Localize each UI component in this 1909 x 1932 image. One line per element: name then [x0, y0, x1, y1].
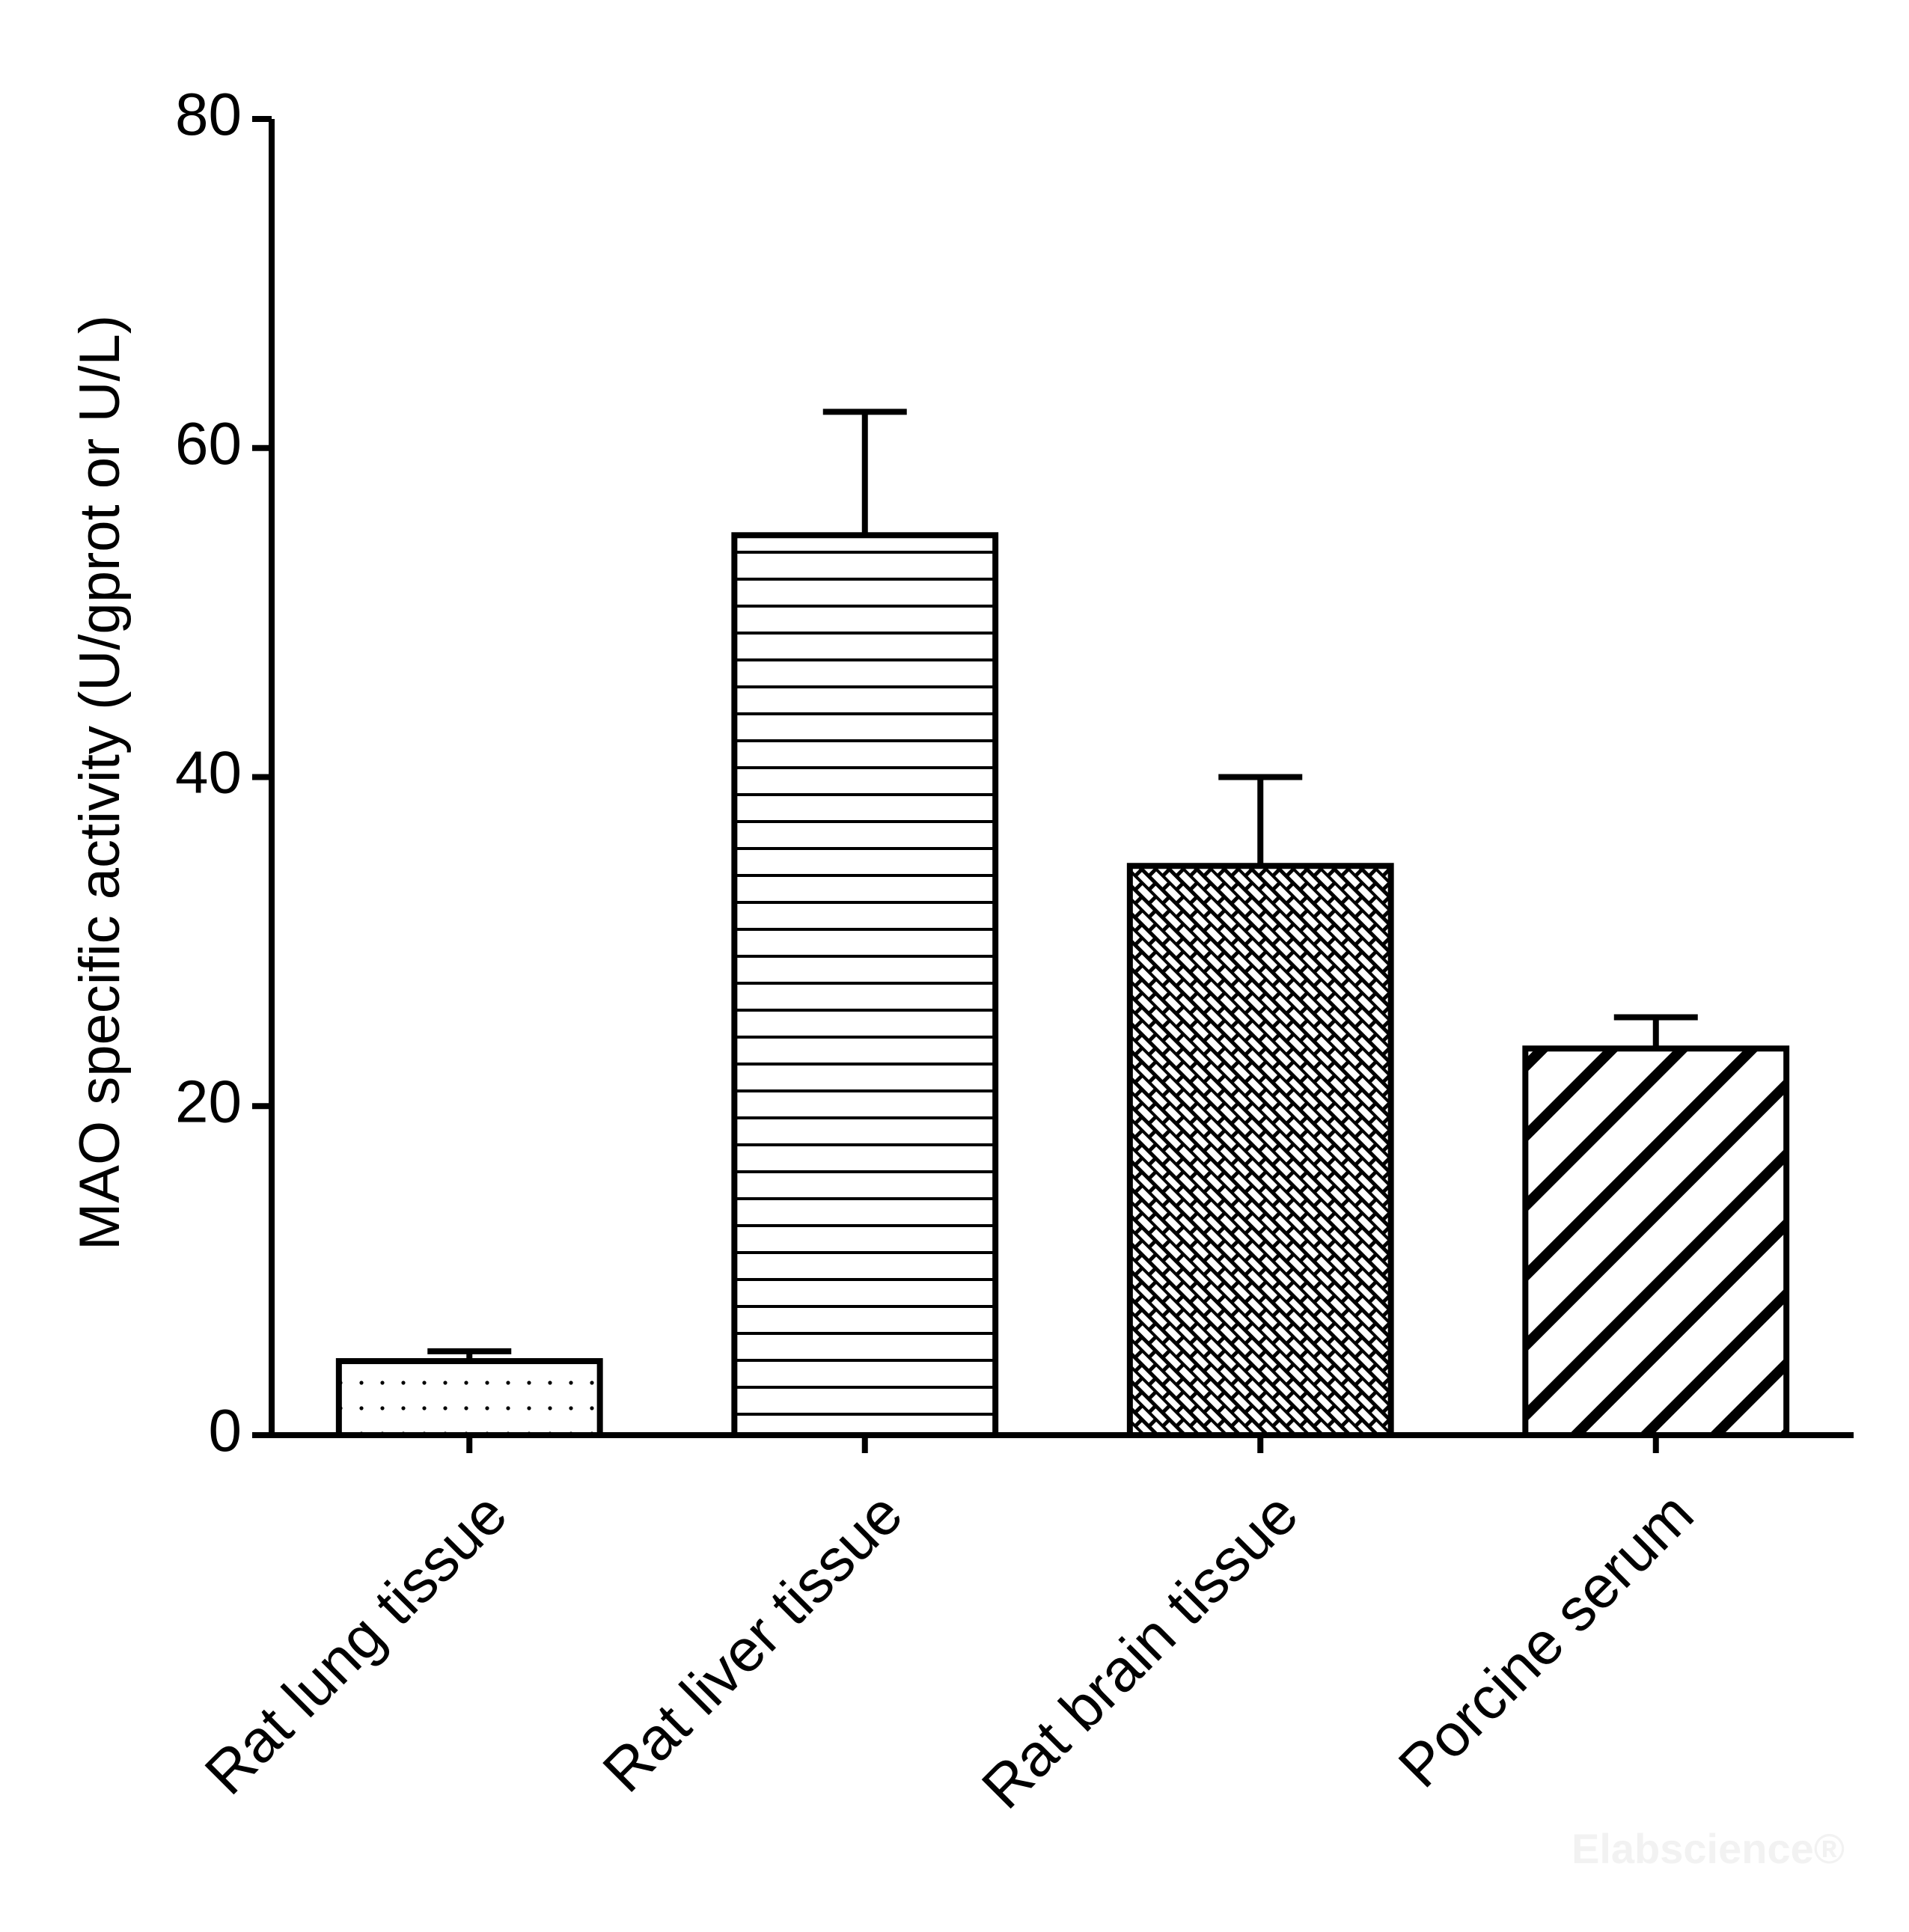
x-tick-label: Porcine serum [1386, 1480, 1706, 1800]
x-tick-label: Rat lung tissue [192, 1480, 519, 1807]
bar [731, 532, 999, 1439]
y-tick-label: 20 [175, 1068, 242, 1134]
watermark: Elabscience® [1572, 1825, 1845, 1872]
y-tick-label: 80 [175, 81, 242, 147]
y-tick-label: 0 [209, 1397, 242, 1464]
bar [1126, 863, 1394, 1439]
x-tick-label: Rat liver tissue [590, 1480, 915, 1805]
y-tick-label: 60 [175, 410, 242, 477]
x-tick-label: Rat brain tissue [969, 1480, 1310, 1821]
bar [1522, 1045, 1790, 1438]
bar [335, 1358, 603, 1439]
y-axis-title: MAO specific activity (U/gprot or U/L) [68, 315, 132, 1250]
y-tick-label: 40 [175, 739, 242, 806]
